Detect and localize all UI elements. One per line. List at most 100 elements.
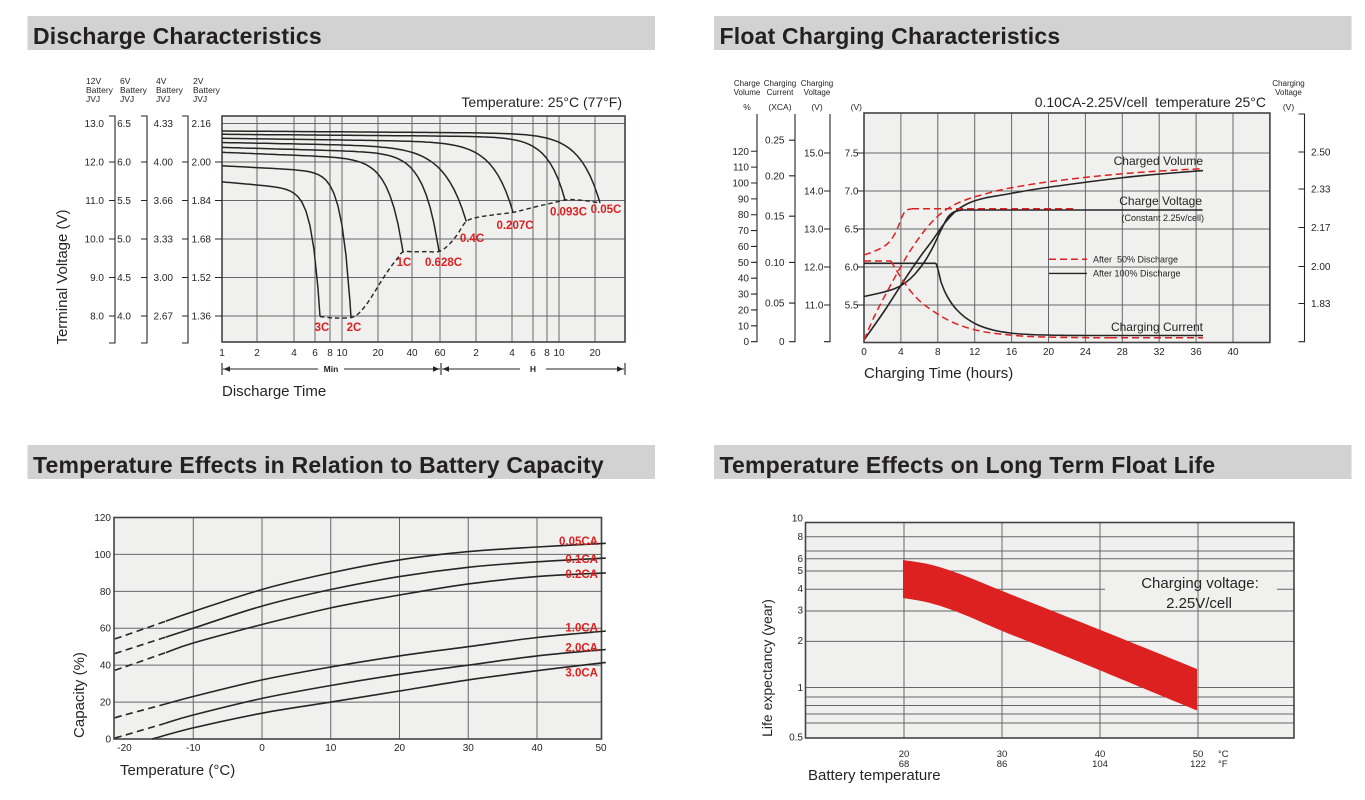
- svg-text:2V: 2V: [193, 76, 204, 86]
- svg-text:4: 4: [797, 584, 803, 595]
- svg-text:Battery: Battery: [193, 85, 221, 95]
- svg-text:°F: °F: [1218, 759, 1228, 770]
- svg-text:Charging: Charging: [1272, 79, 1304, 88]
- svg-text:Battery: Battery: [120, 85, 148, 95]
- svg-text:4.00: 4.00: [154, 158, 174, 169]
- svg-text:0.05CA: 0.05CA: [559, 536, 598, 548]
- svg-text:Voltage: Voltage: [1275, 88, 1302, 97]
- svg-text:4: 4: [291, 348, 297, 359]
- svg-text:4.5: 4.5: [117, 273, 131, 284]
- svg-text:20: 20: [589, 348, 601, 359]
- svg-text:11.0: 11.0: [805, 301, 824, 312]
- svg-text:1.68: 1.68: [192, 235, 212, 246]
- svg-text:120: 120: [732, 147, 749, 158]
- svg-text:After 100% Discharge: After 100% Discharge: [1093, 269, 1181, 279]
- svg-text:Temperature (°C): Temperature (°C): [120, 762, 235, 779]
- svg-text:2.00: 2.00: [192, 158, 212, 169]
- svg-text:JVJ: JVJ: [156, 94, 170, 104]
- svg-text:6V: 6V: [120, 76, 131, 86]
- svg-text:40: 40: [1227, 347, 1239, 358]
- svg-text:2: 2: [473, 348, 479, 359]
- svg-text:110: 110: [733, 163, 749, 174]
- svg-text:50: 50: [1193, 749, 1204, 760]
- svg-text:Charging voltage:: Charging voltage:: [1141, 575, 1259, 592]
- svg-text:0.4C: 0.4C: [460, 233, 484, 245]
- svg-text:32: 32: [1154, 347, 1166, 358]
- svg-text:28: 28: [1117, 347, 1129, 358]
- svg-text:86: 86: [997, 759, 1008, 770]
- svg-text:7.0: 7.0: [845, 187, 859, 198]
- svg-text:3.0CA: 3.0CA: [565, 668, 598, 680]
- svg-text:12.0: 12.0: [85, 158, 105, 169]
- svg-text:40: 40: [531, 743, 543, 754]
- svg-text:0.20: 0.20: [765, 171, 785, 182]
- svg-text:4.33: 4.33: [154, 119, 174, 130]
- svg-text:10: 10: [738, 321, 750, 332]
- svg-text:3.00: 3.00: [154, 273, 174, 284]
- svg-text:4V: 4V: [156, 76, 167, 86]
- svg-text:8: 8: [797, 532, 803, 543]
- svg-text:2.17: 2.17: [1311, 223, 1331, 234]
- svg-text:Min: Min: [324, 364, 339, 374]
- svg-text:0.05: 0.05: [765, 299, 785, 310]
- svg-text:Discharge Characteristics: Discharge Characteristics: [33, 23, 322, 49]
- svg-text:100: 100: [94, 550, 111, 561]
- svg-text:1.36: 1.36: [192, 312, 212, 323]
- svg-text:8: 8: [935, 347, 941, 358]
- svg-text:6: 6: [312, 348, 318, 359]
- svg-text:0.5: 0.5: [789, 733, 803, 744]
- svg-text:%: %: [743, 102, 751, 112]
- svg-text:1: 1: [797, 683, 803, 694]
- svg-text:Temperature: 25°C (77°F): Temperature: 25°C (77°F): [461, 94, 622, 110]
- svg-text:40: 40: [1095, 749, 1106, 760]
- svg-text:20: 20: [1043, 347, 1055, 358]
- svg-text:6.0: 6.0: [845, 263, 859, 274]
- svg-text:0.628C: 0.628C: [425, 257, 462, 269]
- svg-text:1.52: 1.52: [192, 273, 212, 284]
- svg-text:13.0: 13.0: [804, 225, 824, 236]
- svg-text:70: 70: [738, 226, 750, 237]
- svg-text:104: 104: [1092, 759, 1108, 770]
- svg-text:Charging Current: Charging Current: [1111, 320, 1204, 334]
- svg-text:0: 0: [259, 743, 265, 754]
- svg-text:36: 36: [1191, 347, 1203, 358]
- svg-text:2.16: 2.16: [192, 119, 212, 130]
- svg-text:1: 1: [219, 348, 225, 359]
- svg-text:3.66: 3.66: [154, 196, 174, 207]
- svg-text:Volume: Volume: [734, 88, 761, 97]
- svg-text:H: H: [530, 364, 536, 374]
- svg-text:0: 0: [861, 347, 867, 358]
- svg-text:2.50: 2.50: [1311, 148, 1331, 159]
- svg-text:4: 4: [509, 348, 515, 359]
- svg-text:68: 68: [899, 759, 910, 770]
- svg-text:3.33: 3.33: [154, 235, 174, 246]
- svg-text:10: 10: [553, 348, 565, 359]
- svg-text:15.0: 15.0: [804, 149, 824, 160]
- svg-text:12: 12: [969, 347, 981, 358]
- svg-text:5.5: 5.5: [845, 301, 859, 312]
- svg-text:2.0CA: 2.0CA: [565, 643, 598, 655]
- svg-text:Discharge Time: Discharge Time: [222, 383, 326, 400]
- svg-text:Charge: Charge: [734, 79, 761, 88]
- svg-text:8: 8: [327, 348, 333, 359]
- svg-text:JVJ: JVJ: [193, 94, 207, 104]
- svg-text:30: 30: [997, 749, 1008, 760]
- svg-text:24: 24: [1080, 347, 1092, 358]
- svg-text:14.0: 14.0: [804, 187, 824, 198]
- svg-text:20: 20: [372, 348, 384, 359]
- svg-text:122: 122: [1190, 759, 1206, 770]
- svg-text:-10: -10: [186, 743, 201, 754]
- svg-text:50: 50: [738, 258, 750, 269]
- svg-text:12.0: 12.0: [804, 263, 824, 274]
- svg-text:Voltage: Voltage: [804, 88, 831, 97]
- svg-text:20: 20: [899, 749, 910, 760]
- svg-text:1C: 1C: [397, 257, 412, 269]
- svg-text:Terminal Voltage (V): Terminal Voltage (V): [54, 209, 71, 344]
- svg-text:3: 3: [797, 606, 803, 617]
- svg-text:Current: Current: [767, 88, 794, 97]
- svg-text:90: 90: [738, 194, 750, 205]
- svg-text:Temperature Effects on Long Te: Temperature Effects on Long Term Float L…: [720, 452, 1216, 478]
- svg-text:1.0CA: 1.0CA: [565, 623, 598, 635]
- svg-text:(V): (V): [1283, 102, 1295, 112]
- svg-text:20: 20: [738, 305, 750, 316]
